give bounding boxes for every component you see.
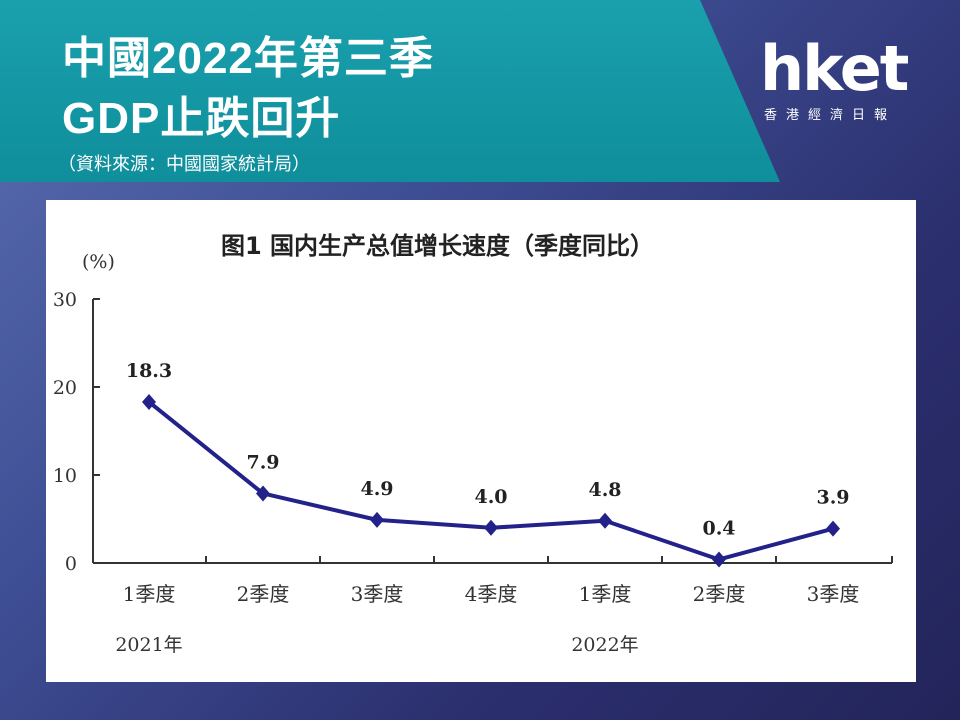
data-label: 4.8 (588, 479, 621, 501)
data-point-marker (256, 485, 270, 502)
data-label: 7.9 (246, 451, 279, 473)
y-tick-label: 0 (65, 553, 77, 575)
data-label: 4.9 (360, 478, 393, 500)
logo-subtitle: 香港經濟日報 (764, 108, 897, 123)
y-axis-unit: (%) (82, 251, 115, 273)
year-label: 2021年 (115, 634, 182, 656)
data-label: 0.4 (702, 517, 735, 539)
chart-panel: 图1 国内生产总值增长速度（季度同比） (%) 0 10 20 30 1季度 2季度 3季度… (46, 200, 916, 682)
data-point-marker (142, 393, 156, 410)
y-tick-label: 10 (53, 465, 77, 487)
x-tick-label: 4季度 (465, 582, 518, 606)
x-tick-label: 3季度 (351, 582, 404, 606)
data-point-marker (370, 511, 384, 528)
hket-logo: hket 香港經濟日報 (760, 38, 920, 128)
data-point-marker (484, 519, 498, 536)
logo-wordmark: hket (760, 32, 909, 105)
chart-title: 图1 国内生产总值增长速度（季度同比） (221, 232, 654, 260)
data-label: 18.3 (126, 360, 172, 382)
page-title-line-1: 中國2022年第三季 (62, 34, 434, 83)
gdp-growth-chart: 图1 国内生产总值增长速度（季度同比） (%) 0 10 20 30 1季度 2季度 3季度… (53, 232, 893, 656)
year-label: 2022年 (571, 634, 638, 656)
data-point-marker (712, 551, 726, 568)
data-point-marker (826, 520, 840, 537)
x-tick-label: 2季度 (237, 582, 290, 606)
x-tick-label: 1季度 (579, 582, 632, 606)
y-tick-label: 30 (53, 289, 77, 311)
data-point-marker (598, 512, 612, 529)
x-tick-label: 2季度 (693, 582, 746, 606)
x-tick-label: 3季度 (807, 582, 860, 606)
y-tick-label: 20 (53, 377, 77, 399)
source-note: （資料來源：中國國家統計局） (58, 154, 310, 175)
data-label: 3.9 (816, 487, 849, 509)
title-banner (0, 0, 780, 182)
data-label: 4.0 (474, 486, 507, 508)
page-title-line-2: GDP止跌回升 (62, 94, 341, 143)
x-tick-label: 1季度 (123, 582, 176, 606)
